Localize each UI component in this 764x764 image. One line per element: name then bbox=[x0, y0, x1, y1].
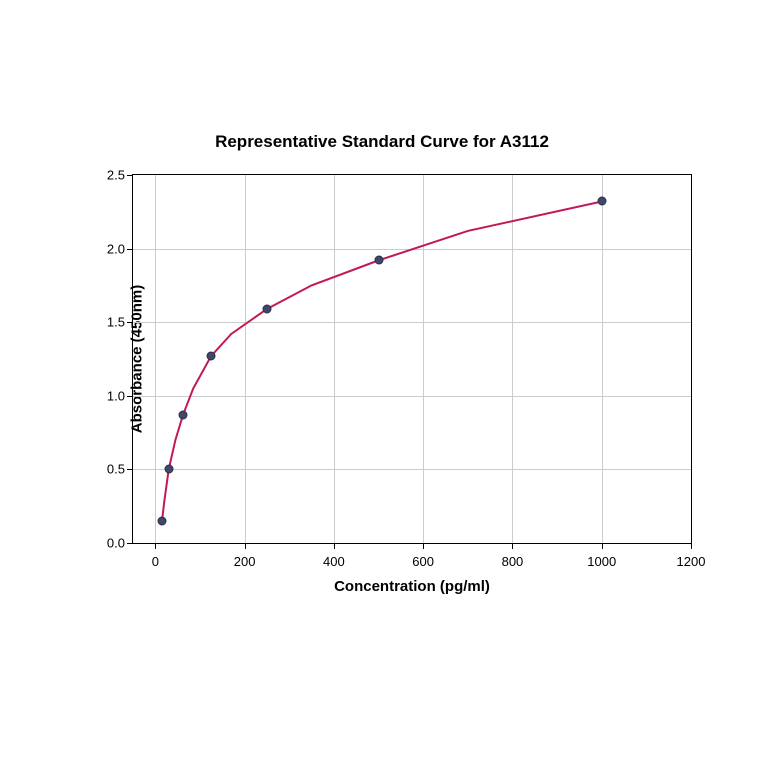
x-tick bbox=[423, 543, 424, 549]
data-marker bbox=[178, 410, 187, 419]
x-tick-label: 400 bbox=[323, 554, 345, 569]
y-tick-label: 0.5 bbox=[93, 462, 125, 477]
data-marker bbox=[597, 197, 606, 206]
x-tick-label: 200 bbox=[234, 554, 256, 569]
data-marker bbox=[262, 304, 271, 313]
y-tick-label: 2.5 bbox=[93, 168, 125, 183]
x-tick-label: 600 bbox=[412, 554, 434, 569]
chart-container: Representative Standard Curve for A3112 … bbox=[42, 132, 722, 632]
y-tick-label: 2.0 bbox=[93, 241, 125, 256]
data-marker bbox=[158, 516, 167, 525]
x-tick-label: 0 bbox=[152, 554, 159, 569]
y-tick-label: 0.0 bbox=[93, 536, 125, 551]
x-tick bbox=[691, 543, 692, 549]
x-tick-label: 1000 bbox=[587, 554, 616, 569]
y-tick bbox=[127, 543, 133, 544]
data-marker bbox=[207, 352, 216, 361]
chart-title: Representative Standard Curve for A3112 bbox=[42, 132, 722, 152]
x-tick bbox=[602, 543, 603, 549]
x-tick bbox=[512, 543, 513, 549]
x-tick-label: 1200 bbox=[677, 554, 706, 569]
x-tick bbox=[245, 543, 246, 549]
x-tick-label: 800 bbox=[502, 554, 524, 569]
x-tick bbox=[334, 543, 335, 549]
curve-line bbox=[133, 175, 691, 543]
x-tick bbox=[155, 543, 156, 549]
plot-area: Absorbance (450nm) Concentration (pg/ml)… bbox=[132, 174, 692, 544]
y-tick-label: 1.0 bbox=[93, 388, 125, 403]
x-axis-label: Concentration (pg/ml) bbox=[334, 578, 490, 595]
plot-wrapper: Absorbance (450nm) Concentration (pg/ml)… bbox=[42, 164, 722, 604]
data-marker bbox=[164, 465, 173, 474]
y-tick-label: 1.5 bbox=[93, 315, 125, 330]
data-marker bbox=[374, 256, 383, 265]
